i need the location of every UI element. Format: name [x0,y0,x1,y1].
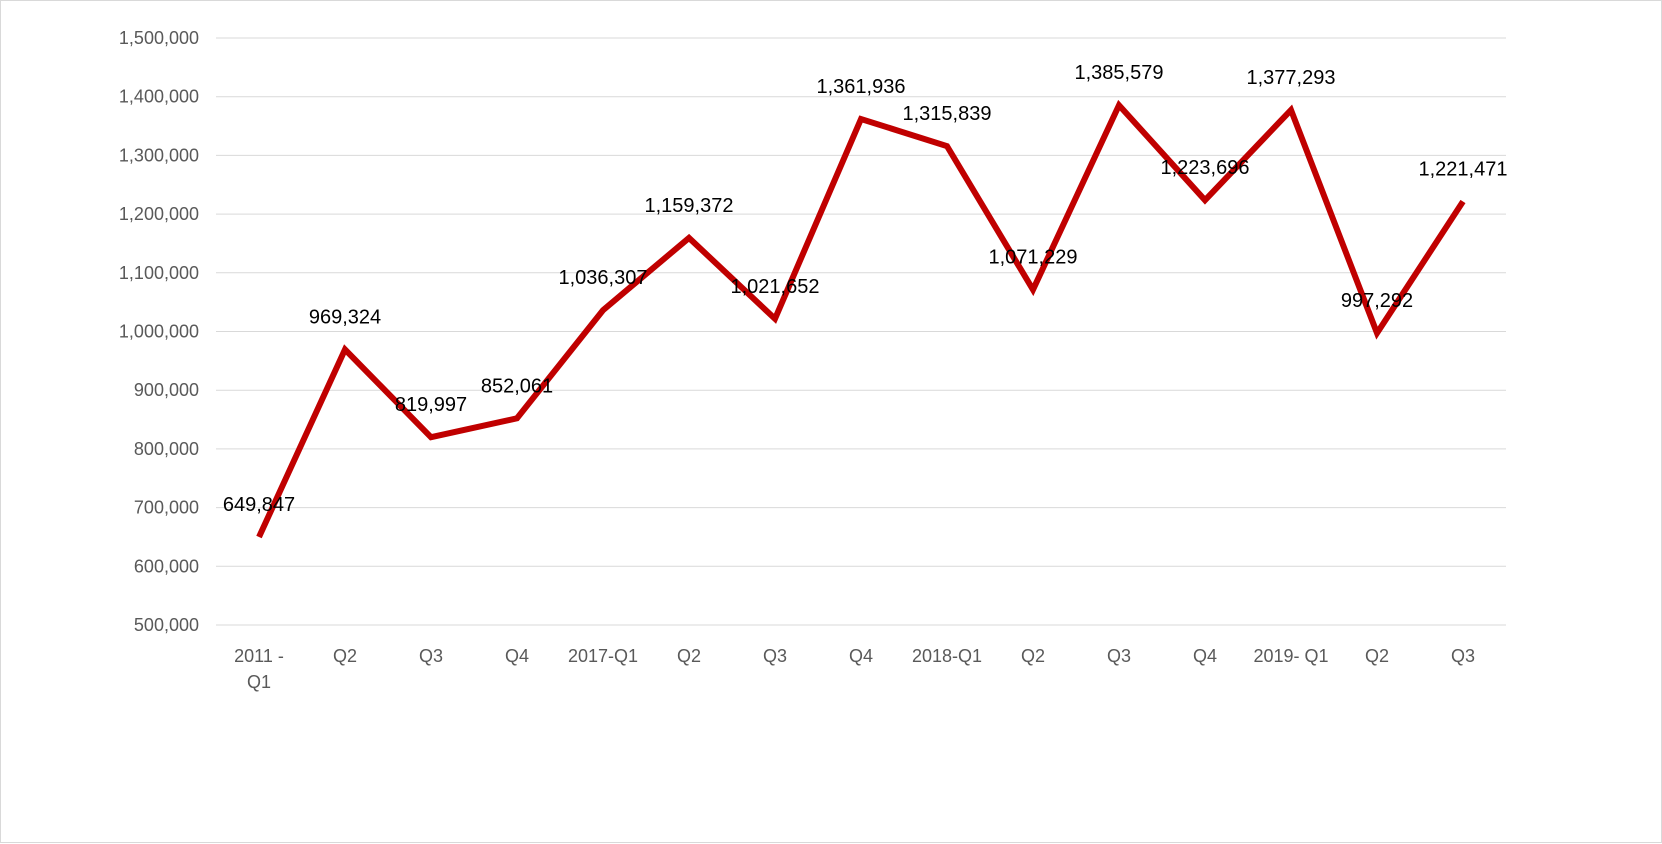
data-label: 997,292 [1341,290,1413,312]
y-tick-label: 1,000,000 [119,322,199,342]
x-tick-label: 2018-Q1 [912,646,982,666]
x-tick-label: 2011 -Q1 [234,646,284,692]
data-label: 1,315,839 [903,103,992,125]
y-tick-label: 700,000 [134,498,199,518]
x-tick-label: Q2 [1365,646,1389,666]
x-tick-label: 2017-Q1 [568,646,638,666]
x-tick-label: Q4 [1193,646,1217,666]
x-tick-label: Q4 [505,646,529,666]
y-tick-label: 1,100,000 [119,263,199,283]
data-label: 1,377,293 [1247,67,1336,89]
x-tick-label: Q2 [677,646,701,666]
y-tick-label: 1,500,000 [119,28,199,48]
series-line [256,99,1466,539]
x-tick-label: Q4 [849,646,873,666]
x-tick-label: Q3 [419,646,443,666]
data-label: 1,071,229 [989,247,1078,269]
x-tick-label: Q3 [1451,646,1475,666]
data-label: 649,847 [223,494,295,516]
y-tick-label: 1,300,000 [119,145,199,165]
data-label: 852,061 [481,375,553,397]
x-tick-label: Q3 [1107,646,1131,666]
x-tick-label: 2019- Q1 [1253,646,1328,666]
x-tick-label: Q3 [763,646,787,666]
data-label: 1,021,652 [731,276,820,298]
y-tick-label: 900,000 [134,380,199,400]
y-tick-label: 800,000 [134,439,199,459]
gridlines [216,37,1506,626]
y-tick-label: 500,000 [134,615,199,635]
y-tick-label: 1,200,000 [119,204,199,224]
series-layer [256,99,1466,539]
data-label: 1,361,936 [817,76,906,98]
y-tick-label: 600,000 [134,556,199,576]
data-label: 1,385,579 [1075,62,1164,84]
data-label: 969,324 [309,307,381,329]
x-tick-label: Q2 [333,646,357,666]
data-label: 1,036,307 [559,267,648,289]
data-label: 1,223,696 [1161,157,1250,179]
data-labels: 649,847 969,324 819,997 852,061 1,036,307 1,1… [223,62,1508,516]
data-label: 1,221,471 [1419,158,1508,180]
x-tick-label: Q2 [1021,646,1045,666]
data-label: 819,997 [395,394,467,416]
y-axis-tick-labels: 500,000 600,000 700,000 800,000 900,000 1,000… [119,28,199,635]
x-axis-tick-labels: 2011 -Q1 Q2 Q3 Q4 2017-Q1 Q2 Q3 Q4 2018-Q1 Q2 Q3 Q4… [234,646,1475,692]
data-label: 1,159,372 [645,195,734,217]
y-tick-label: 1,400,000 [119,87,199,107]
